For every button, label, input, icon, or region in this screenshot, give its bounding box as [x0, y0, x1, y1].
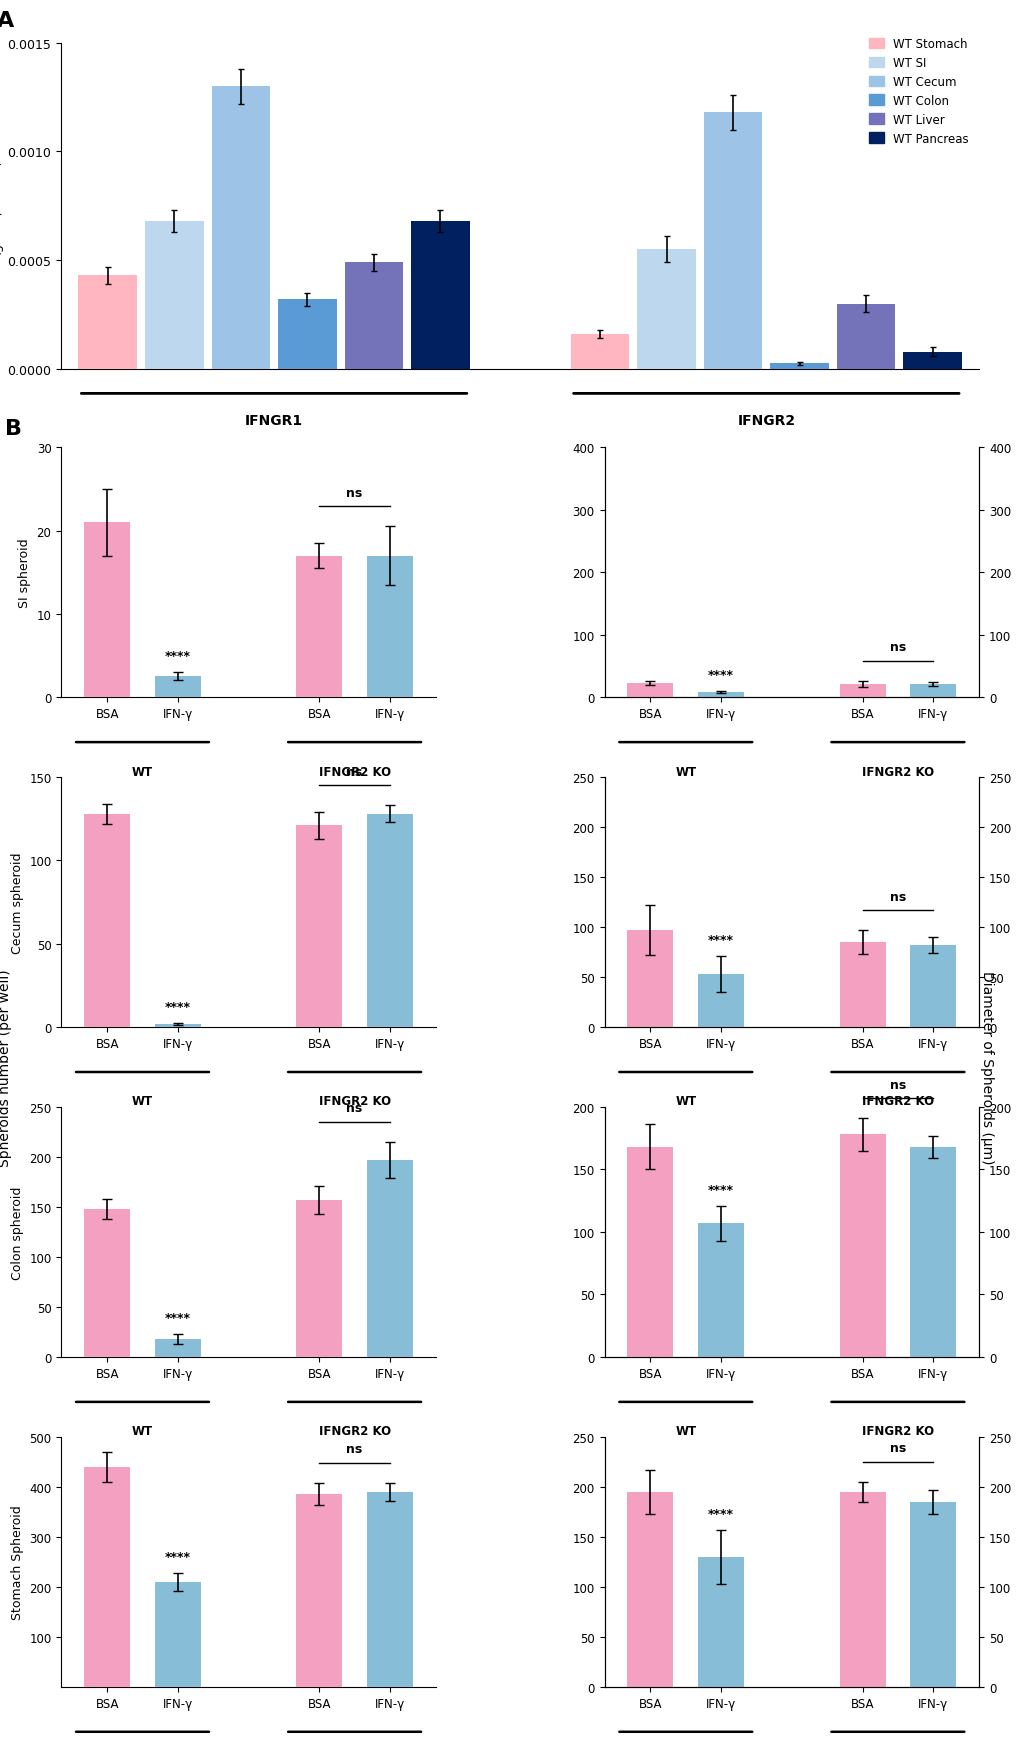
Bar — [627, 1147, 673, 1356]
Text: ns: ns — [889, 1079, 905, 1091]
Text: WT: WT — [675, 766, 696, 778]
Bar — [155, 1024, 201, 1028]
Bar — [703, 114, 761, 371]
Bar — [909, 1502, 955, 1687]
Bar — [411, 222, 469, 371]
Bar — [627, 1493, 673, 1687]
Text: IFNGR1: IFNGR1 — [245, 414, 303, 428]
Text: ****: **** — [165, 1550, 191, 1563]
Bar — [85, 815, 130, 1028]
Text: IFNGR2: IFNGR2 — [737, 414, 795, 428]
Bar — [836, 304, 895, 371]
Text: ****: **** — [165, 650, 191, 662]
Text: ns: ns — [346, 1101, 363, 1115]
Bar — [839, 1493, 884, 1687]
Bar — [769, 364, 828, 371]
Bar — [697, 692, 744, 697]
Text: ****: **** — [707, 1507, 734, 1521]
Y-axis label: Relative expression
(genes/GAPDH): Relative expression (genes/GAPDH) — [0, 145, 3, 267]
Bar — [367, 815, 413, 1028]
Text: A: A — [0, 10, 14, 31]
Bar — [85, 1467, 130, 1687]
Y-axis label: Stomach Spheroid: Stomach Spheroid — [10, 1505, 23, 1619]
Bar — [155, 676, 201, 697]
Text: ****: **** — [165, 1311, 191, 1325]
Text: Diameter of Spheroids (μm): Diameter of Spheroids (μm) — [979, 970, 994, 1164]
Text: WT: WT — [131, 766, 153, 778]
Text: IFNGR2 KO: IFNGR2 KO — [861, 1094, 933, 1108]
Text: WT: WT — [131, 1425, 153, 1437]
Bar — [697, 1557, 744, 1687]
Text: Spheroids number (per well): Spheroids number (per well) — [0, 968, 12, 1166]
Bar — [145, 222, 204, 371]
Text: ns: ns — [346, 1442, 363, 1456]
Text: ****: **** — [707, 1183, 734, 1196]
Text: ns: ns — [889, 1442, 905, 1454]
Bar — [344, 264, 403, 371]
Text: ns: ns — [346, 766, 363, 778]
Text: ns: ns — [889, 642, 905, 654]
Y-axis label: SI spheroid: SI spheroid — [18, 538, 31, 608]
Bar — [909, 946, 955, 1028]
Text: ns: ns — [346, 486, 363, 500]
Bar — [571, 336, 629, 371]
Bar — [85, 523, 130, 697]
Bar — [155, 1339, 201, 1356]
Bar — [296, 556, 342, 697]
Bar — [627, 683, 673, 697]
Bar — [627, 930, 673, 1028]
Bar — [903, 353, 961, 371]
Bar — [296, 827, 342, 1028]
Bar — [367, 1493, 413, 1687]
Text: WT: WT — [131, 1094, 153, 1108]
Bar — [367, 556, 413, 697]
Legend: WT Stomach, WT SI, WT Cecum, WT Colon, WT Liver, WT Pancreas: WT Stomach, WT SI, WT Cecum, WT Colon, W… — [864, 33, 972, 150]
Bar — [296, 1495, 342, 1687]
Text: IFNGR2 KO: IFNGR2 KO — [318, 1094, 390, 1108]
Bar — [839, 1134, 884, 1356]
Y-axis label: Cecum spheroid: Cecum spheroid — [10, 851, 23, 953]
Text: WT: WT — [675, 1425, 696, 1437]
Bar — [85, 1210, 130, 1356]
Bar — [367, 1161, 413, 1356]
Bar — [697, 974, 744, 1028]
Text: IFNGR2 KO: IFNGR2 KO — [318, 766, 390, 778]
Bar — [839, 942, 884, 1028]
Bar — [697, 1224, 744, 1356]
Y-axis label: Colon spheroid: Colon spheroid — [10, 1185, 23, 1280]
Bar — [296, 1201, 342, 1356]
Text: WT: WT — [675, 1094, 696, 1108]
Text: ****: **** — [165, 1000, 191, 1014]
Text: ****: **** — [707, 668, 734, 682]
Text: ****: **** — [707, 933, 734, 946]
Bar — [78, 276, 137, 371]
Text: IFNGR2 KO: IFNGR2 KO — [861, 1425, 933, 1437]
Bar — [909, 683, 955, 697]
Bar — [909, 1147, 955, 1356]
Text: IFNGR2 KO: IFNGR2 KO — [318, 1425, 390, 1437]
Bar — [278, 301, 336, 371]
Bar — [211, 87, 270, 371]
Text: ns: ns — [889, 890, 905, 904]
Bar — [637, 250, 695, 371]
Text: B: B — [5, 420, 22, 439]
Text: IFNGR2 KO: IFNGR2 KO — [861, 766, 933, 778]
Bar — [839, 683, 884, 697]
Bar — [155, 1582, 201, 1687]
